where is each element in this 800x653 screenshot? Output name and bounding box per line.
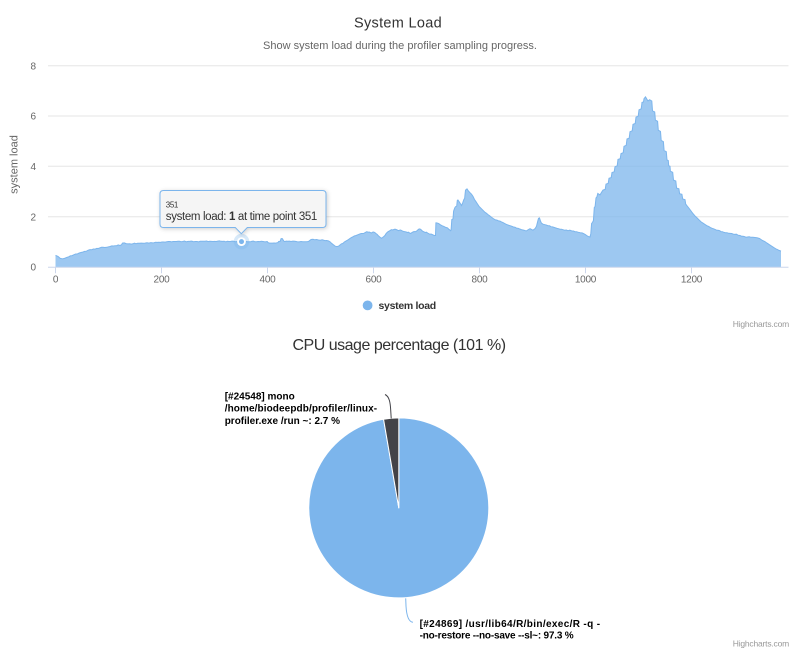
svg-text:8: 8 (30, 61, 36, 72)
svg-text:0: 0 (30, 263, 36, 274)
svg-text:/home/biodeepdb/profiler/linux: /home/biodeepdb/profiler/linux- (225, 404, 378, 415)
svg-text:400: 400 (260, 274, 277, 285)
svg-text:system load: system load (379, 300, 436, 312)
svg-text:600: 600 (366, 274, 383, 285)
svg-text:0: 0 (53, 274, 59, 285)
svg-text:2: 2 (30, 212, 36, 223)
svg-text:1200: 1200 (681, 274, 703, 285)
svg-text:system load: 1 at time point 3: system load: 1 at time point 351 (166, 211, 317, 223)
svg-text:1000: 1000 (575, 274, 597, 285)
svg-text:6: 6 (30, 112, 36, 123)
svg-text:Highcharts.com: Highcharts.com (733, 319, 789, 329)
svg-text:Highcharts.com: Highcharts.com (733, 639, 789, 649)
svg-text:[#24548] mono: [#24548] mono (225, 392, 295, 403)
svg-text:800: 800 (472, 274, 489, 285)
svg-text:system load: system load (9, 135, 21, 194)
svg-text:System Load: System Load (354, 15, 442, 31)
svg-text:profiler.exe /run ~: 2.7 %: profiler.exe /run ~: 2.7 % (225, 416, 340, 427)
svg-text:Show system load during the pr: Show system load during the profiler sam… (263, 40, 537, 52)
svg-text:CPU usage percentage (101 %): CPU usage percentage (101 %) (292, 337, 505, 354)
svg-text:200: 200 (154, 274, 171, 285)
svg-text:351: 351 (166, 201, 179, 210)
svg-text:4: 4 (30, 162, 36, 173)
svg-text:-no-restore --no-save --sl~: 9: -no-restore --no-save --sl~: 97.3 % (420, 630, 574, 641)
svg-text:[#24869] /usr/lib64/R/bin/exec: [#24869] /usr/lib64/R/bin/exec/R -q - (420, 619, 601, 630)
